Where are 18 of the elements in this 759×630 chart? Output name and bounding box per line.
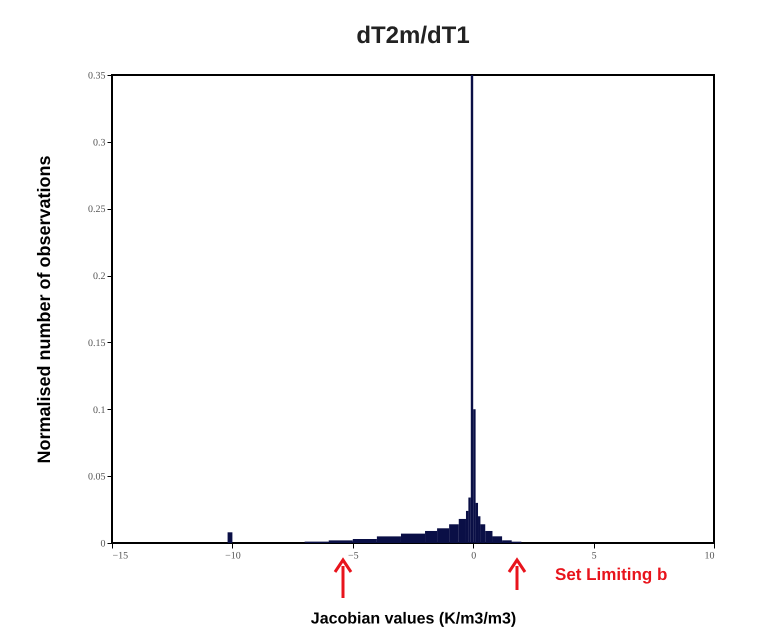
y-tick-label: 0 xyxy=(100,538,106,550)
x-tick-label: −5 xyxy=(348,550,359,562)
x-tick-label: 5 xyxy=(592,550,597,562)
y-tick-label: 0.3 xyxy=(93,137,106,148)
y-tick-label: 0.1 xyxy=(93,404,106,416)
x-tick-label: −10 xyxy=(225,550,241,562)
text: Set Limiting b xyxy=(555,565,668,584)
y-tick-label: 0.05 xyxy=(88,472,106,483)
x-axis-title: Jacobian values (K/m3/m3) xyxy=(310,610,516,628)
chart-title: dT2m/dT1 xyxy=(356,22,470,49)
y-tick-label: 0.35 xyxy=(88,70,106,82)
x-tick-label: 10 xyxy=(704,550,714,562)
x-tick-label: −15 xyxy=(112,550,128,562)
y-tick-label: 0.15 xyxy=(88,338,106,349)
x-tick-label: 0 xyxy=(471,550,476,562)
y-axis-title: Normalised number of observations xyxy=(34,155,54,464)
y-tick-label: 0.2 xyxy=(93,271,106,282)
y-tick-label: 0.25 xyxy=(88,204,106,216)
